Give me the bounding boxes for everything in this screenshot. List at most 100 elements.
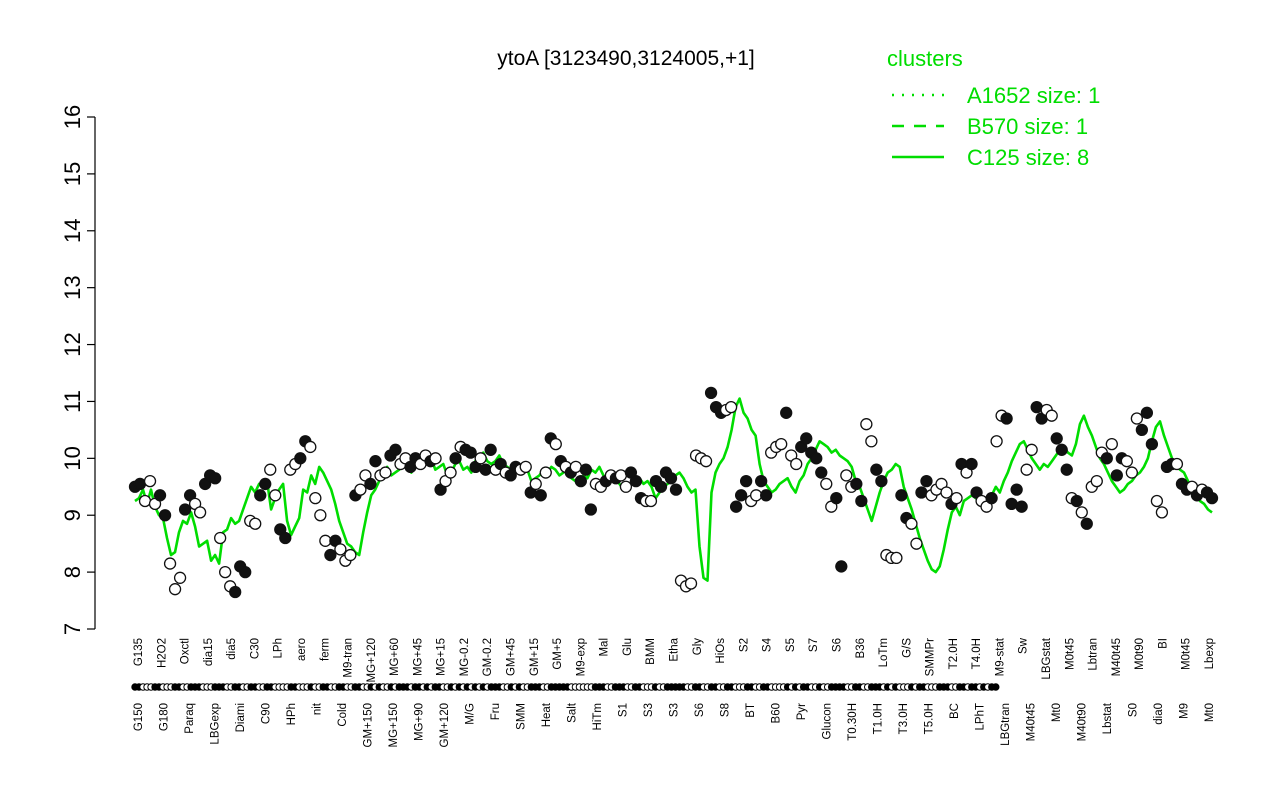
data-point [1140,406,1154,419]
data-point [479,463,492,476]
data-point [1000,412,1013,425]
data-point [269,489,282,502]
chart-title: ytoA [3123490,3124005,+1] [497,47,755,70]
data-point [168,583,182,596]
data-point [364,477,377,491]
data-point [1145,437,1159,451]
x-tick-label-lower: GM+120 [439,703,451,747]
data-point [1050,432,1063,445]
x-tick-label-lower: BT [745,703,757,718]
x-tick-label-lower: Diami [235,703,247,732]
y-tick-label: 13 [60,275,85,299]
x-tick-label-upper: GM+5 [552,638,564,670]
data-point [569,460,582,474]
data-point [584,503,597,516]
data-point [739,474,753,488]
x-tick-label-upper: S6 [831,638,843,652]
x-tick-label-upper: MG+60 [389,638,401,676]
x-tick-label-upper: M9-exp [575,638,587,676]
data-point [279,531,292,545]
data-point [724,400,738,414]
x-tick-label-upper: MG-0.2 [459,638,471,676]
x-tick-label-upper: dia5 [226,638,238,660]
data-point [319,534,332,547]
x-tick-label-lower: T3.0H [898,703,910,734]
data-point [389,443,402,456]
data-point [1135,423,1149,437]
x-tick-label-lower: S1 [618,703,630,717]
data-point [259,477,272,491]
data-point [800,432,813,445]
data-point [855,494,868,508]
x-tick-label-upper: Sw [1018,637,1030,654]
data-point [464,446,477,459]
data-point [484,443,497,456]
data-point [304,440,317,454]
x-tick-label-upper: M0t45 [1064,638,1076,670]
legend: clusters A1652 size: 1 B570 size: 1 C125 s… [887,46,1100,170]
data-point [619,480,633,493]
x-tick-label-lower: Pyr [796,703,808,720]
x-tick-label-lower: T1.0H [873,703,885,734]
data-point [985,492,998,505]
data-point [1005,497,1018,510]
x-tick-label-upper: GM-0.2 [482,638,494,676]
data-point [574,474,587,488]
x-tick-label-lower: M/G [465,703,477,725]
x-tick-label-lower: S3 [643,703,655,717]
x-tick-label-lower: LBGexp [210,703,222,745]
x-tick-label-lower: LPhT [975,703,987,731]
data-point [1110,469,1123,482]
data-point [790,457,803,471]
x-tick-label-upper: ferm [319,638,331,661]
x-tick-label-lower: Salt [567,702,579,723]
data-point [750,489,763,502]
data-point [534,489,547,502]
data-point [369,455,382,468]
x-tick-label-upper: S4 [762,637,774,652]
x-tick-label-lower: dia0 [1153,703,1165,725]
x-tick-label-lower: S8 [720,703,732,717]
data-point [669,483,683,496]
x-tick-label-lower: S3 [669,703,681,717]
data-point [1015,500,1028,513]
x-tick-label-lower: B60 [771,703,783,723]
data-point [664,472,678,485]
x-tick-label-upper: Lbtran [1088,638,1100,671]
data-point [449,452,462,465]
x-tick-label-lower: Fru [490,703,502,720]
data-point [734,489,748,502]
data-point [830,492,843,505]
data-point [1125,466,1139,479]
y-tick-group: 7 8 9 10 11 12 13 14 15 16 [60,105,95,635]
data-point [1025,443,1038,456]
data-point [219,565,232,579]
x-tick-label-upper: S7 [808,638,820,652]
y-tick-label: 12 [60,332,85,356]
data-point [334,543,347,556]
data-point [840,469,853,482]
data-point [780,406,793,419]
x-tick-label-lower: M40t90 [1077,703,1089,741]
x-tick-label-lower: HPh [286,703,298,725]
x-tick-label-lower: Cold [337,703,349,727]
x-tick-label-upper: M0t45 [1181,638,1193,670]
x-tick-label-lower: Mt0 [1204,703,1216,722]
x-tick-label-upper: M40t45 [1111,638,1123,676]
x-tick-label-lower: S6 [694,703,706,717]
data-point [1155,506,1169,519]
data-point [249,517,262,530]
rug-mark [992,683,1000,691]
data-point [835,560,848,573]
data-point [820,477,833,491]
data-point [314,509,327,522]
data-point [429,452,442,465]
x-tick-label-lower: G180 [159,703,171,731]
data-point [865,435,878,448]
legend-entries: A1652 size: 1 B570 size: 1 C125 size: 8 [892,83,1100,170]
x-tick-label-lower: MG+150 [388,703,400,747]
data-point [193,506,207,519]
x-tick-label-upper: LoTm [878,638,890,667]
data-point [158,509,172,522]
